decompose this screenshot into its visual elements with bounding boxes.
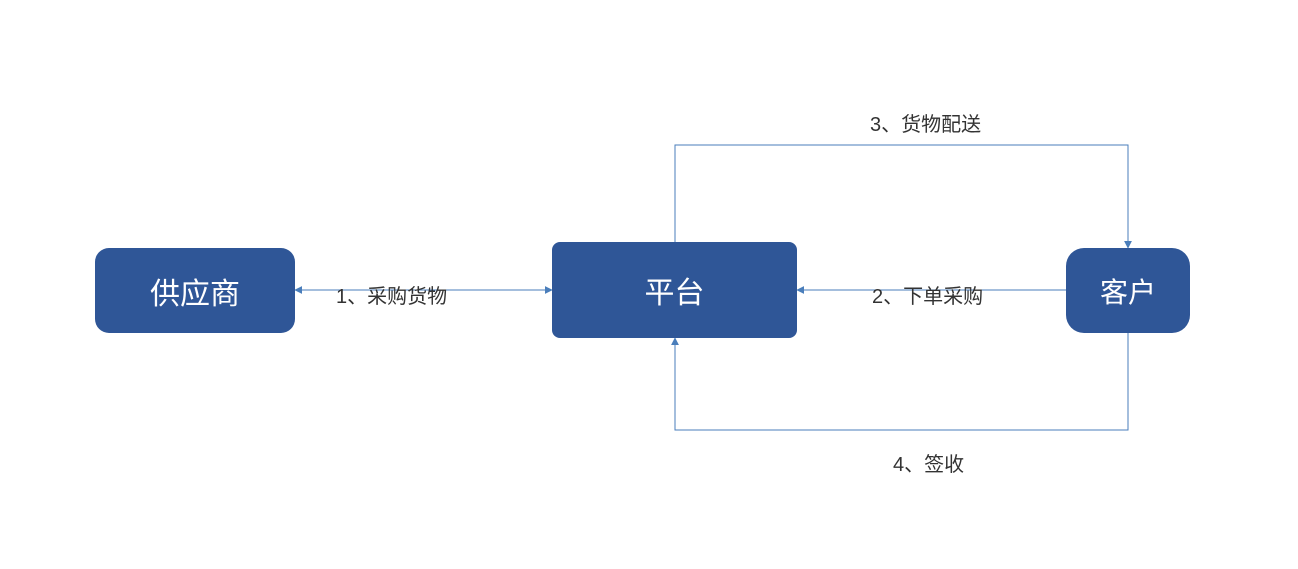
node-customer-label: 客户 (1100, 271, 1156, 311)
node-supplier-label: 供应商 (150, 269, 240, 313)
node-platform: 平台 (552, 242, 797, 338)
edge-label-place-order: 2、下单采购 (872, 280, 983, 309)
edge-label-sign-receipt: 4、签收 (893, 448, 964, 477)
edge-label-delivery: 3、货物配送 (870, 108, 981, 137)
edge-e4 (675, 333, 1128, 430)
diagram-canvas: 供应商 平台 客户 1、采购货物 2、下单采购 3、货物配送 4、签收 (0, 0, 1298, 569)
edge-e3 (675, 145, 1128, 248)
node-supplier: 供应商 (95, 248, 295, 333)
node-platform-label: 平台 (645, 268, 705, 312)
edge-label-purchase-goods: 1、采购货物 (336, 280, 447, 309)
node-customer: 客户 (1066, 248, 1190, 333)
